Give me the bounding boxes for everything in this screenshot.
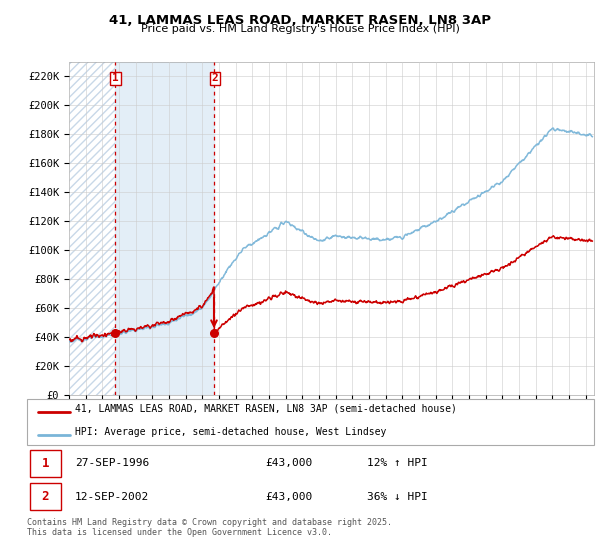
Text: 2: 2 [212, 73, 218, 83]
Text: 27-SEP-1996: 27-SEP-1996 [75, 459, 149, 469]
FancyBboxPatch shape [27, 399, 594, 445]
Bar [69, 62, 115, 395]
Text: HPI: Average price, semi-detached house, West Lindsey: HPI: Average price, semi-detached house,… [75, 427, 386, 437]
FancyBboxPatch shape [30, 450, 61, 477]
Text: 41, LAMMAS LEAS ROAD, MARKET RASEN, LN8 3AP (semi-detached house): 41, LAMMAS LEAS ROAD, MARKET RASEN, LN8 … [75, 404, 457, 414]
Text: 36% ↓ HPI: 36% ↓ HPI [367, 492, 428, 502]
Text: 1: 1 [41, 457, 49, 470]
Text: Contains HM Land Registry data © Crown copyright and database right 2025.
This d: Contains HM Land Registry data © Crown c… [27, 518, 392, 538]
FancyBboxPatch shape [30, 483, 61, 511]
Bar [69, 62, 115, 395]
Text: £43,000: £43,000 [265, 459, 313, 469]
Text: £43,000: £43,000 [265, 492, 313, 502]
Bar [115, 62, 214, 395]
Text: 12% ↑ HPI: 12% ↑ HPI [367, 459, 428, 469]
Text: 1: 1 [112, 73, 119, 83]
Text: 12-SEP-2002: 12-SEP-2002 [75, 492, 149, 502]
Text: 2: 2 [41, 491, 49, 503]
Text: Price paid vs. HM Land Registry's House Price Index (HPI): Price paid vs. HM Land Registry's House … [140, 24, 460, 34]
Text: 41, LAMMAS LEAS ROAD, MARKET RASEN, LN8 3AP: 41, LAMMAS LEAS ROAD, MARKET RASEN, LN8 … [109, 14, 491, 27]
